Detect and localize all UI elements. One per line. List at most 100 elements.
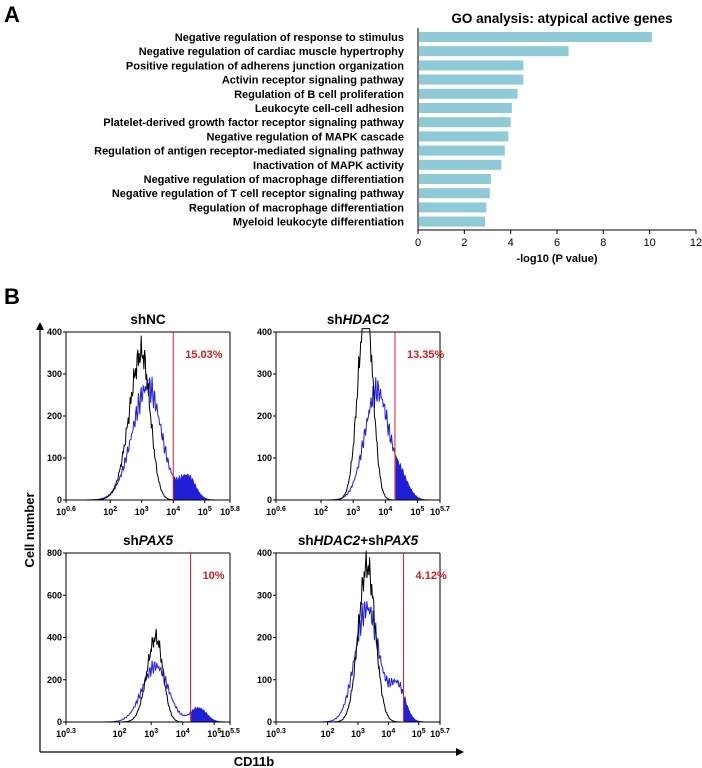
x-tick-base: 10 xyxy=(220,729,230,739)
x-tick-label: 104 xyxy=(381,728,395,739)
category-label: Negative regulation of MAPK cascade xyxy=(207,131,404,143)
x-tick-exponent: 5.8 xyxy=(230,506,240,513)
x-tick-label: 102 xyxy=(321,728,335,739)
y-tick-label: 200 xyxy=(257,411,272,421)
y-tick-label: 400 xyxy=(257,327,272,337)
x-tick-base: 10 xyxy=(56,507,66,517)
x-tick-base: 10 xyxy=(113,729,123,739)
sample-histogram xyxy=(276,601,440,723)
y-axis-label: Cell number xyxy=(22,492,37,567)
category-label: Negative regulation of response to stimu… xyxy=(175,32,404,44)
x-tick-exponent: 5.5 xyxy=(230,728,240,735)
x-tick-label: 105.8 xyxy=(220,506,240,517)
x-tick-base: 10 xyxy=(56,729,66,739)
title-part: PAX5 xyxy=(139,533,174,548)
y-tick-label: 0 xyxy=(267,495,272,505)
x-tick-label: 104 xyxy=(176,728,190,739)
x-tick-base: 10 xyxy=(198,507,208,517)
title-part: HDAC2 xyxy=(314,533,361,548)
bar xyxy=(419,145,505,156)
x-tick-exponent: 2 xyxy=(324,506,328,513)
x-tick-exponent: 4 xyxy=(176,506,180,513)
x-tick-label: 103 xyxy=(135,506,149,517)
x-tick-exponent: 3 xyxy=(145,506,149,513)
sample-histogram xyxy=(66,376,230,501)
x-tick-exponent: 0.6 xyxy=(66,506,76,513)
category-label: Negative regulation of macrophage differ… xyxy=(144,174,405,186)
bar xyxy=(419,216,486,227)
x-tick-label: 4 xyxy=(508,237,514,249)
x-tick-label: 6 xyxy=(554,237,560,249)
sample-histogram xyxy=(66,660,230,723)
x-tick-exponent: 5.7 xyxy=(440,506,450,513)
bar xyxy=(419,131,509,142)
y-tick-label: 600 xyxy=(47,590,62,600)
go-bar-chart: GO analysis: atypical active genes Negati… xyxy=(94,11,702,265)
y-tick-label: 400 xyxy=(257,548,272,558)
x-axis-label: CD11b xyxy=(234,754,275,768)
bar xyxy=(419,202,487,213)
x-tick-label: 102 xyxy=(113,728,127,739)
category-label: Regulation of B cell proliferation xyxy=(234,89,404,101)
x-tick-exponent: 0.6 xyxy=(276,506,286,513)
x-tick-exponent: 2 xyxy=(123,728,127,735)
x-tick-label: 105.5 xyxy=(220,728,240,739)
x-tick-exponent: 5 xyxy=(422,728,426,735)
panel-title: shPAX5 xyxy=(123,533,174,548)
x-tick-base: 10 xyxy=(176,729,186,739)
bar xyxy=(419,60,524,71)
y-tick-label: 300 xyxy=(257,590,272,600)
y-tick-label: 0 xyxy=(57,717,62,727)
x-tick-base: 10 xyxy=(430,729,440,739)
x-tick-exponent: 3 xyxy=(154,728,158,735)
x-axis-label: -log10 (P value) xyxy=(516,253,597,265)
x-tick-base: 10 xyxy=(103,507,113,517)
x-tick-label: 103 xyxy=(351,728,365,739)
x-tick-label: 10 xyxy=(644,237,656,249)
bar xyxy=(419,188,490,199)
x-tick-base: 10 xyxy=(412,729,422,739)
y-tick-label: 0 xyxy=(57,495,62,505)
x-tick-label: 103 xyxy=(144,728,158,739)
x-tick-base: 10 xyxy=(411,507,421,517)
y-tick-label: 200 xyxy=(47,675,62,685)
panel-a-letter: A xyxy=(4,2,20,27)
category-label: Negative regulation of T cell receptor s… xyxy=(112,188,405,200)
title-part: +sh xyxy=(360,533,384,548)
category-label: Leukocyte cell-cell adhesion xyxy=(255,103,404,115)
bar xyxy=(419,103,512,113)
x-tick-base: 10 xyxy=(381,729,391,739)
x-tick-label: 100.6 xyxy=(266,506,286,517)
x-tick-label: 12 xyxy=(690,237,702,249)
category-label: Platelet-derived growth factor receptor … xyxy=(103,117,405,129)
gate-percent-label: 15.03% xyxy=(185,349,223,361)
x-tick-base: 10 xyxy=(321,729,331,739)
x-tick-exponent: 4 xyxy=(388,506,392,513)
x-tick-exponent: 5 xyxy=(421,506,425,513)
x-tick-label: 100.3 xyxy=(266,728,286,739)
x-tick-base: 10 xyxy=(351,729,361,739)
control-histogram xyxy=(276,550,440,723)
bar xyxy=(419,159,502,170)
x-tick-exponent: 3 xyxy=(356,506,360,513)
gate-percent-label: 4.12% xyxy=(416,570,447,582)
y-tick-label: 800 xyxy=(47,548,62,558)
x-tick-label: 105 xyxy=(411,506,425,517)
x-tick-label: 105 xyxy=(207,728,221,739)
x-tick-label: 102 xyxy=(314,506,328,517)
panel-title: shNC xyxy=(130,312,166,327)
x-tick-label: 100.6 xyxy=(56,506,76,517)
y-tick-label: 100 xyxy=(257,675,272,685)
x-tick-base: 10 xyxy=(166,507,176,517)
x-tick-base: 10 xyxy=(346,507,356,517)
x-tick-base: 10 xyxy=(430,507,440,517)
category-label: Inactivation of MAPK activity xyxy=(253,160,405,172)
x-tick-base: 10 xyxy=(207,729,217,739)
gate-percent-label: 10% xyxy=(203,570,225,582)
y-tick-label: 100 xyxy=(257,453,272,463)
x-tick-label: 105.7 xyxy=(430,728,450,739)
